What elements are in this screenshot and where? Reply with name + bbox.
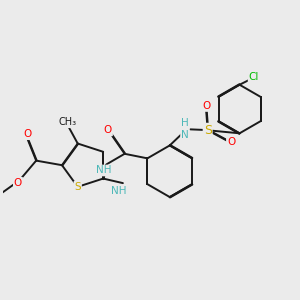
Text: CH₃: CH₃ [58,117,76,127]
Text: H
N: H N [181,118,189,140]
Text: Cl: Cl [249,72,259,82]
Text: O: O [227,137,235,147]
Text: NH: NH [96,166,111,176]
Text: O: O [23,129,31,139]
Text: NH: NH [111,186,126,196]
Text: O: O [104,125,112,135]
Text: S: S [74,182,81,192]
Text: S: S [204,124,212,137]
Text: O: O [14,178,22,188]
Text: O: O [202,101,210,111]
